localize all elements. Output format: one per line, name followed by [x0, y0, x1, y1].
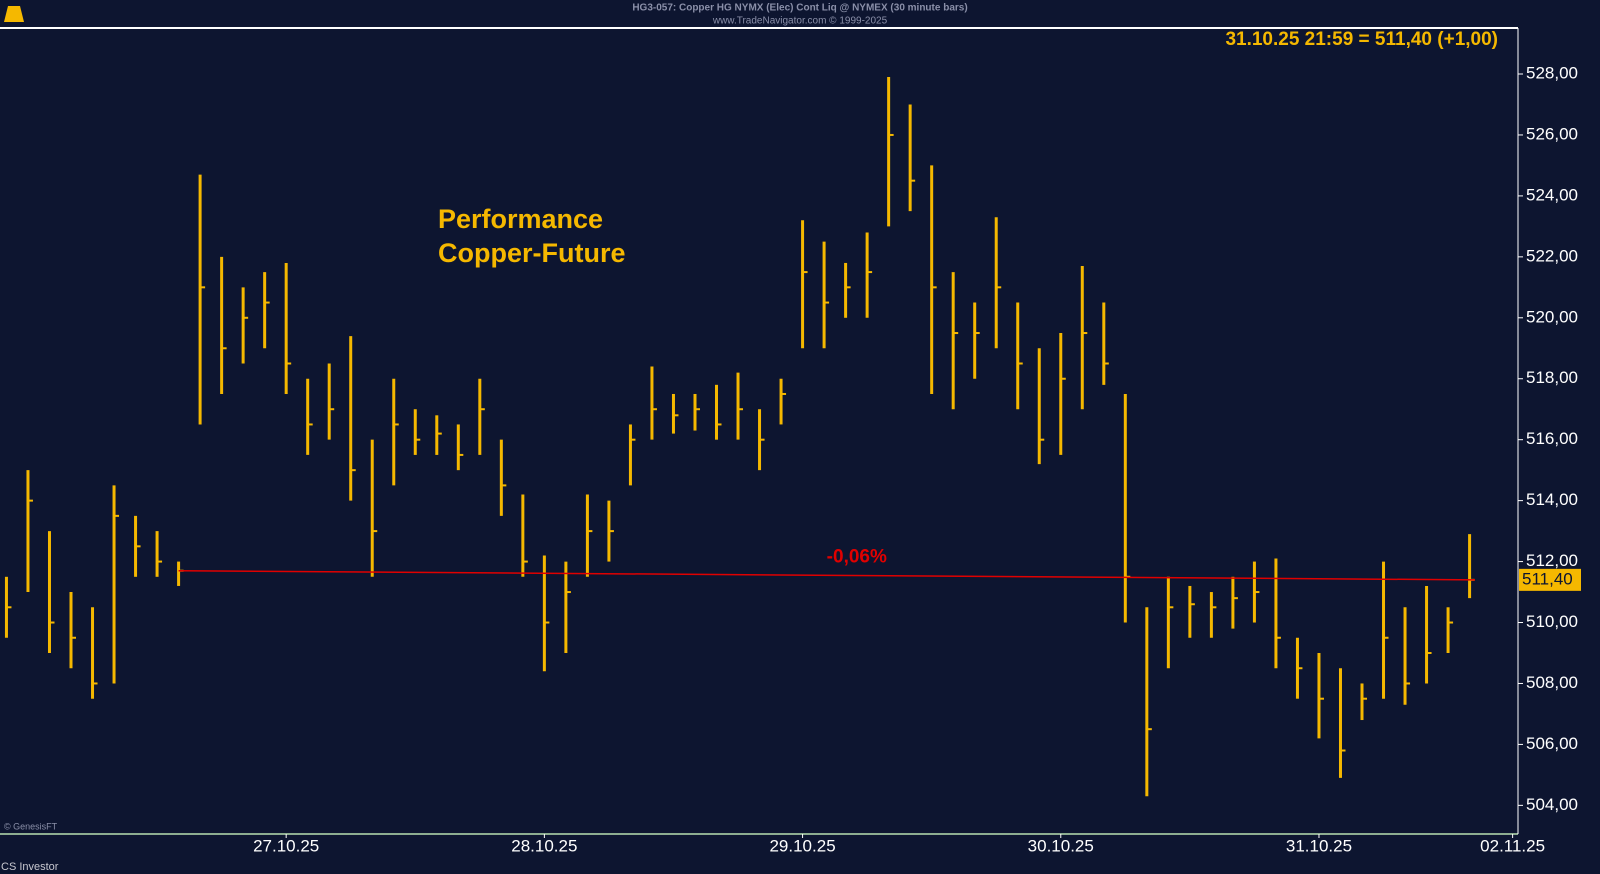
y-tick-label: 524,00 [1526, 185, 1578, 204]
annotation: Performance [438, 204, 603, 234]
y-tick-label: 504,00 [1526, 795, 1578, 814]
y-tick-label: 508,00 [1526, 673, 1578, 692]
credit: CS Investor [1, 861, 59, 873]
y-tick-label: 506,00 [1526, 734, 1578, 753]
x-tick-label: 29.10.25 [769, 836, 835, 855]
annotation: Copper-Future [438, 238, 625, 268]
logo [4, 6, 24, 22]
chart-title: HG3-057: Copper HG NYMX (Elec) Cont Liq … [632, 3, 967, 14]
y-tick-label: 518,00 [1526, 368, 1578, 387]
x-tick-label: 27.10.25 [253, 836, 319, 855]
reference-line [178, 569, 1475, 581]
x-tick-label: 31.10.25 [1286, 836, 1352, 855]
last-value-box [1519, 568, 1581, 591]
subtitle: www.TradeNavigator.com © 1999-2025 [712, 16, 888, 27]
y-tick-label: 512,00 [1526, 551, 1578, 570]
y-tick-label: 516,00 [1526, 429, 1578, 448]
info-label: 31.10.25 21:59 = 511,40 (+1,00) [1225, 29, 1498, 50]
y-tick-label: 514,00 [1526, 490, 1578, 509]
x-tick-label: 28.10.25 [511, 836, 577, 855]
y-tick-label: 528,00 [1526, 63, 1578, 82]
x-tick-label: 30.10.25 [1028, 836, 1094, 855]
reference-label: -0,06% [827, 547, 887, 568]
y-tick-label: 510,00 [1526, 612, 1578, 631]
y-tick-label: 520,00 [1526, 307, 1578, 326]
x-tick-label: 02.11.25 [1480, 836, 1545, 855]
y-tick-label: 526,00 [1526, 124, 1578, 143]
watermark: © GenesisFT [4, 821, 58, 831]
last-value-label: 511,40 [1522, 569, 1573, 588]
y-tick-label: 522,00 [1526, 246, 1578, 265]
